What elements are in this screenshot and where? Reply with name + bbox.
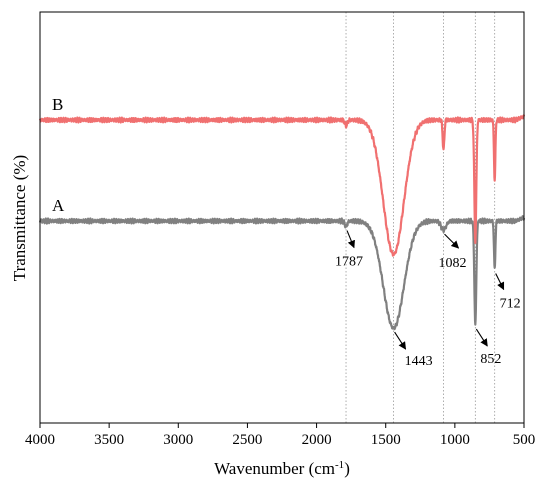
x-tick-label: 4000 (25, 432, 55, 448)
annotation-label-1443: 1443 (405, 354, 433, 369)
annotation-arrow-1443 (394, 331, 407, 350)
plot-frame (39, 11, 525, 424)
y-axis-label: Transmittance (%) (10, 155, 29, 281)
series-label-B: B (52, 95, 63, 114)
annotation-label-712: 712 (500, 296, 521, 311)
annotation-arrow-712 (495, 273, 505, 291)
annotation-arrow-1082 (444, 233, 460, 249)
series-line-B (38, 114, 526, 257)
annotation-label-852: 852 (480, 352, 501, 367)
annotation-arrow-1787 (346, 230, 355, 249)
peak-annotations: 1787 1443 1082 852 712 (335, 230, 521, 369)
series-label-A: A (52, 196, 65, 215)
x-tick-label: 1500 (371, 432, 401, 448)
x-axis-label: Wavenumber (cm-1) (214, 459, 350, 478)
x-tick-label: 500 (513, 432, 536, 448)
x-tick-label: 1000 (440, 432, 470, 448)
x-tick-label: 3000 (163, 432, 193, 448)
series-line-A (38, 215, 526, 331)
x-tick-label: 2000 (302, 432, 332, 448)
annotation-label-1787: 1787 (335, 255, 363, 270)
x-axis-ticks: 4000 3500 3000 2500 2000 1500 1000 500 (25, 423, 535, 448)
x-tick-label: 3500 (94, 432, 124, 448)
annotation-label-1082: 1082 (439, 256, 467, 271)
series-layer: AB (38, 95, 526, 331)
annotation-arrow-852 (475, 328, 488, 347)
x-tick-label: 2500 (232, 432, 262, 448)
